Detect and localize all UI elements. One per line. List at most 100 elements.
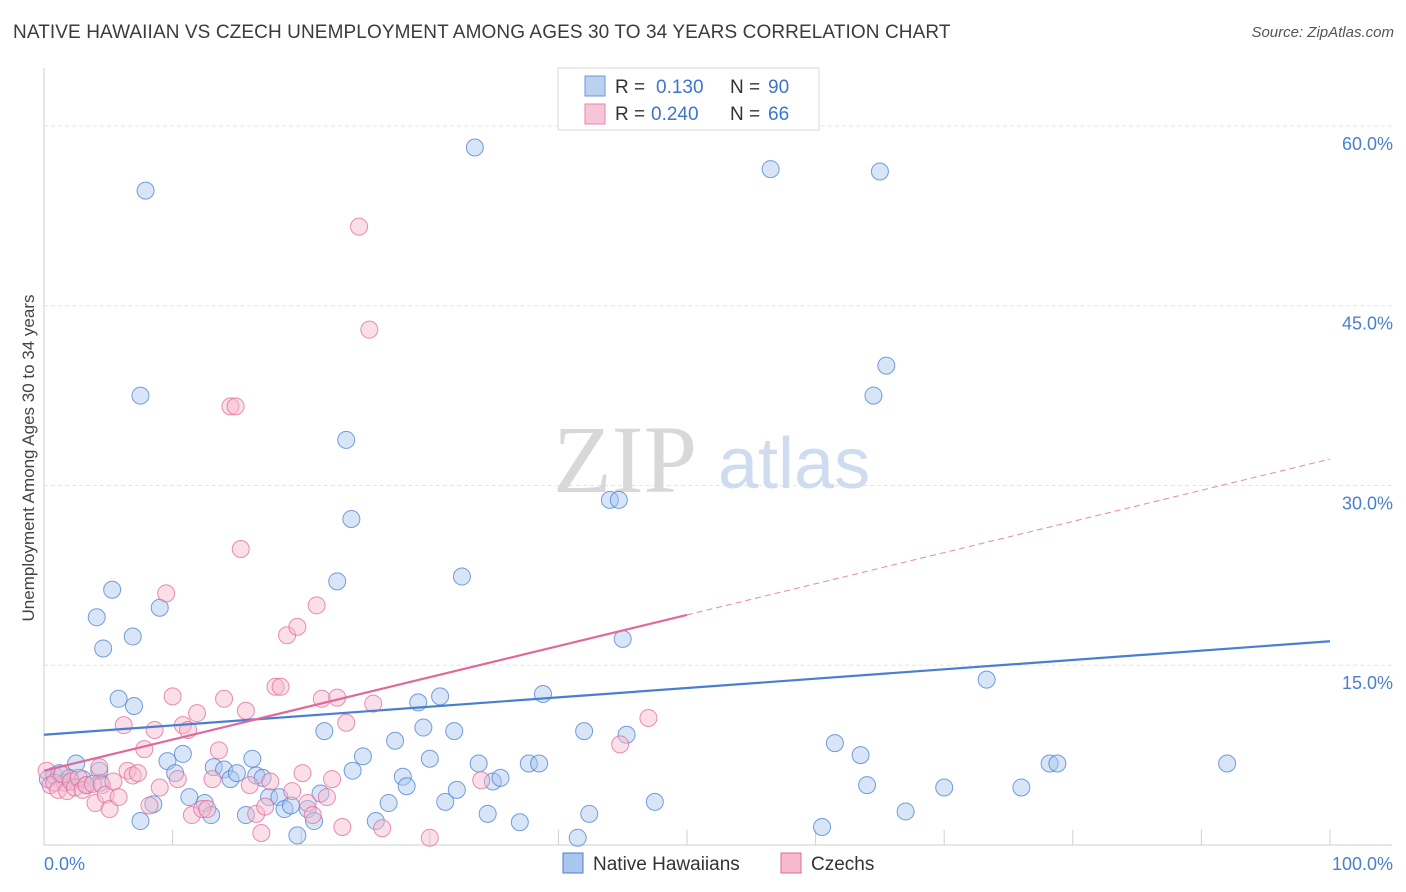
native-hawaiian-point [328, 572, 347, 591]
native-hawaiian-point [761, 160, 780, 179]
czech-trendline-extension [686, 458, 1331, 616]
y-axis-label: Unemployment Among Ages 30 to 34 years [19, 295, 38, 622]
native-hawaiian-point [94, 639, 113, 658]
czech-point [420, 828, 439, 847]
y-tick-label: 15.0% [1342, 673, 1393, 693]
bottom-legend-swatch-blue [562, 852, 584, 874]
native-hawaiian-point [420, 749, 439, 768]
native-hawaiian-point [343, 761, 362, 780]
czech-point [240, 776, 259, 795]
bottom-legend-swatch-pink [780, 852, 802, 874]
native-hawaiian-point [452, 567, 471, 586]
native-hawaiian-point [431, 687, 450, 706]
czech-point [283, 782, 302, 801]
czech-point [226, 397, 245, 416]
legend-n-value-pink: 66 [768, 104, 789, 125]
czech-point [198, 800, 217, 819]
native-hawaiian-point [445, 722, 464, 741]
native-hawaiian-point [864, 386, 883, 405]
legend-r-label-pink: R = [615, 104, 645, 125]
native-hawaiian-point [580, 804, 599, 823]
czech-point [215, 689, 234, 708]
y-tick-label: 60.0% [1342, 134, 1393, 154]
native-hawaiian-point [436, 792, 455, 811]
legend-r-label-blue: R = [615, 77, 645, 98]
native-hawaiian-point [288, 826, 307, 845]
native-hawaiian-point [131, 812, 150, 831]
native-hawaiian-point [227, 764, 246, 783]
czech-point [145, 720, 164, 739]
watermark-atlas: atlas [718, 424, 870, 504]
native-hawaiian-point [109, 689, 128, 708]
czech-point [364, 694, 383, 713]
native-hawaiian-point [600, 490, 619, 509]
native-hawaiian-point [87, 608, 106, 627]
czech-point [104, 772, 123, 791]
legend-n-label-blue: N = [730, 77, 760, 98]
native-hawaiian-point [397, 777, 416, 796]
czech-point [639, 708, 658, 727]
czech-point [77, 776, 96, 795]
czech-point [373, 819, 392, 838]
native-hawaiian-point [366, 812, 385, 831]
native-hawaiian-point [568, 828, 587, 847]
czech-point [252, 824, 271, 843]
native-hawaiian-point [447, 780, 466, 799]
x-tick-label: 0.0% [44, 854, 85, 874]
native-hawaiian-point [609, 490, 628, 509]
czech-point [135, 740, 154, 759]
native-hawaiian-point [575, 722, 594, 741]
native-hawaiian-point [131, 386, 150, 405]
watermark: ZIP atlas [553, 406, 870, 513]
native-hawaiian-point [896, 802, 915, 821]
native-hawaiian-point [617, 725, 636, 744]
czech-point [360, 320, 379, 339]
czech-point [271, 677, 290, 696]
legend-n-value-blue: 90 [768, 77, 789, 98]
czech-point [150, 778, 169, 797]
czech-point [236, 701, 255, 720]
native-hawaiian-point [379, 794, 398, 813]
y-tick-label: 45.0% [1342, 314, 1393, 334]
native-hawaiian-point [136, 181, 155, 200]
czech-point [182, 806, 201, 825]
native-hawaiian-point [173, 744, 192, 763]
czech-point [333, 818, 352, 837]
native-hawaiian-trendline [43, 640, 1331, 736]
native-hawaiian-point [469, 754, 488, 773]
bottom-legend: Native Hawaiians Czechs [562, 852, 874, 875]
bottom-legend-label-pink: Czechs [811, 854, 874, 875]
bottom-legend-label-blue: Native Hawaiians [593, 854, 740, 875]
points-layer [37, 138, 1237, 847]
czech-point [140, 796, 159, 815]
czech-point [221, 397, 240, 416]
czech-point [92, 776, 111, 795]
czech-point [231, 539, 250, 558]
chart-title: NATIVE HAWAIIAN VS CZECH UNEMPLOYMENT AM… [13, 22, 951, 43]
native-hawaiian-point [260, 788, 279, 807]
native-hawaiian-point [342, 510, 361, 529]
native-hawaiian-point [1048, 754, 1067, 773]
native-hawaiian-point [645, 792, 664, 811]
native-hawaiian-point [813, 818, 832, 837]
native-hawaiian-point [478, 804, 497, 823]
y-tick-label: 30.0% [1342, 493, 1393, 513]
czech-point [298, 794, 317, 813]
native-hawaiian-point [825, 734, 844, 753]
native-hawaiian-point [393, 767, 412, 786]
legend-swatch-blue [584, 75, 606, 97]
top-legend: R = 0.130 N = 90 R = 0.240 N = 66 [557, 67, 820, 131]
czech-point [193, 800, 212, 819]
czech-point [203, 770, 222, 789]
native-hawaiian-point [877, 356, 896, 375]
czech-point [323, 770, 342, 789]
native-hawaiian-point [243, 749, 262, 768]
czech-point [350, 217, 369, 236]
czech-point [90, 758, 109, 777]
grid-layer [44, 125, 1392, 666]
native-hawaiian-point [977, 670, 996, 689]
czech-point [256, 797, 275, 816]
native-hawaiian-point [103, 580, 122, 599]
x-tick-label: 100.0% [1332, 854, 1393, 874]
